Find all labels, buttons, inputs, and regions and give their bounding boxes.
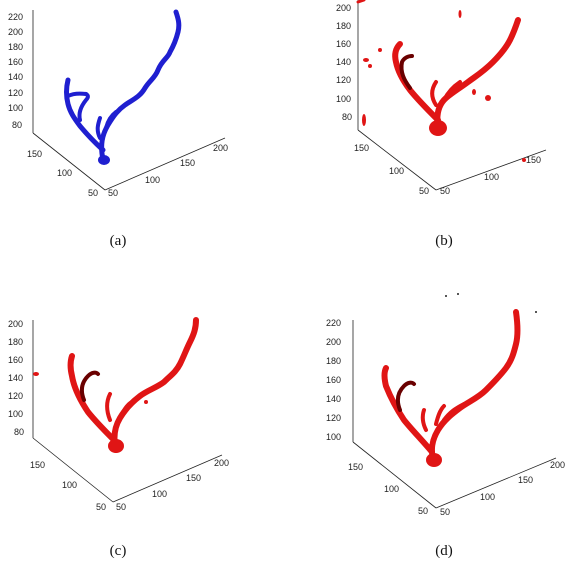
left-tick: 150 [27, 149, 42, 159]
z-tick: 120 [8, 88, 23, 98]
z-tick: 200 [336, 3, 351, 13]
right-tick-labels: 50 100 150 200 [116, 458, 229, 512]
panel-d: 220 200 180 160 140 120 100 150 100 50 5… [288, 290, 576, 567]
left-tick: 100 [384, 484, 399, 494]
z-tick: 100 [336, 94, 351, 104]
panel-c-plot: 200 180 160 140 120 100 80 150 100 50 50… [8, 317, 229, 512]
panel-d-caption: (d) [435, 543, 453, 559]
left-tick-labels: 150 100 50 [348, 462, 428, 516]
z-tick: 140 [8, 373, 23, 383]
panel-d-plot: 220 200 180 160 140 120 100 150 100 50 5… [326, 293, 565, 517]
left-tick: 150 [348, 462, 363, 472]
z-tick: 80 [342, 112, 352, 122]
z-tick: 100 [8, 103, 23, 113]
right-tick: 50 [440, 507, 450, 517]
z-tick-labels: 220 200 180 160 140 120 100 [326, 318, 341, 442]
right-tick-labels: 50 100 150 200 [108, 143, 228, 198]
right-tick: 100 [484, 172, 499, 182]
z-tick: 180 [8, 337, 23, 347]
z-tick: 200 [326, 337, 341, 347]
right-floor-axis [112, 454, 223, 503]
right-tick: 200 [550, 460, 565, 470]
left-tick: 50 [88, 188, 98, 198]
right-tick: 100 [152, 489, 167, 499]
panel-a-plot: 220 200 180 160 140 120 100 80 150 100 5… [8, 9, 228, 198]
z-tick: 80 [14, 427, 24, 437]
vessel-tree-red [356, 0, 526, 162]
right-tick: 50 [440, 186, 450, 196]
z-tick: 160 [336, 39, 351, 49]
z-tick: 200 [8, 27, 23, 37]
z-tick: 100 [8, 409, 23, 419]
panel-c-caption: (c) [109, 543, 127, 559]
z-tick: 220 [326, 318, 341, 328]
z-tick: 200 [8, 319, 23, 329]
left-tick: 150 [354, 143, 369, 153]
left-floor-axis [32, 437, 114, 503]
z-tick: 180 [8, 42, 23, 52]
right-tick-labels: 50 100 150 200 [440, 460, 565, 517]
z-tick: 140 [326, 394, 341, 404]
left-tick: 50 [418, 506, 428, 516]
right-tick: 150 [518, 475, 533, 485]
vessel-tree-blue [64, 9, 182, 165]
right-tick-labels: 50 100 150 [440, 155, 541, 196]
panel-c: 200 180 160 140 120 100 80 150 100 50 50… [0, 290, 288, 567]
panel-b-caption: (b) [435, 233, 453, 249]
left-tick-labels: 150 100 50 [27, 149, 98, 198]
left-tick: 100 [57, 168, 72, 178]
right-tick: 50 [116, 502, 126, 512]
z-tick: 120 [326, 413, 341, 423]
right-tick: 150 [180, 158, 195, 168]
left-tick: 100 [389, 166, 404, 176]
z-tick-labels: 220 200 180 160 140 120 100 80 [8, 12, 23, 130]
z-tick: 180 [326, 356, 341, 366]
right-tick: 200 [213, 143, 228, 153]
left-tick: 50 [419, 186, 429, 196]
right-tick: 150 [526, 155, 541, 165]
left-tick: 150 [30, 460, 45, 470]
z-tick: 160 [326, 375, 341, 385]
left-floor-axis [32, 132, 106, 191]
z-tick: 220 [8, 12, 23, 22]
left-floor-axis [357, 129, 437, 191]
panel-a-caption: (a) [109, 233, 127, 249]
z-tick: 140 [336, 57, 351, 67]
z-tick: 100 [326, 432, 341, 442]
right-tick: 50 [108, 188, 118, 198]
right-tick: 100 [480, 492, 495, 502]
z-tick-labels: 200 180 160 140 120 100 80 [8, 319, 24, 437]
z-tick: 120 [8, 391, 23, 401]
panel-a: 220 200 180 160 140 120 100 80 150 100 5… [0, 0, 288, 260]
z-tick-labels: 200 180 160 140 120 100 80 [336, 3, 352, 122]
vessel-tree-red [33, 317, 199, 453]
z-tick: 120 [336, 75, 351, 85]
left-floor-axis [352, 441, 437, 509]
right-tick: 100 [145, 175, 160, 185]
right-floor-axis [435, 457, 557, 509]
z-tick: 160 [8, 57, 23, 67]
panel-b: 200 180 160 140 120 100 80 150 100 50 50… [288, 0, 576, 260]
left-tick-labels: 150 100 50 [30, 460, 106, 512]
left-tick-labels: 150 100 50 [354, 143, 429, 196]
z-tick: 160 [8, 355, 23, 365]
left-tick: 100 [62, 480, 77, 490]
z-tick: 80 [12, 120, 22, 130]
left-tick: 50 [96, 502, 106, 512]
vessel-tree-red [381, 293, 537, 467]
panel-b-plot: 200 180 160 140 120 100 80 150 100 50 50… [336, 0, 547, 196]
z-tick: 180 [336, 21, 351, 31]
z-tick: 140 [8, 72, 23, 82]
right-tick: 200 [214, 458, 229, 468]
right-tick: 150 [186, 473, 201, 483]
right-floor-axis [435, 149, 547, 191]
right-floor-axis [104, 137, 226, 191]
